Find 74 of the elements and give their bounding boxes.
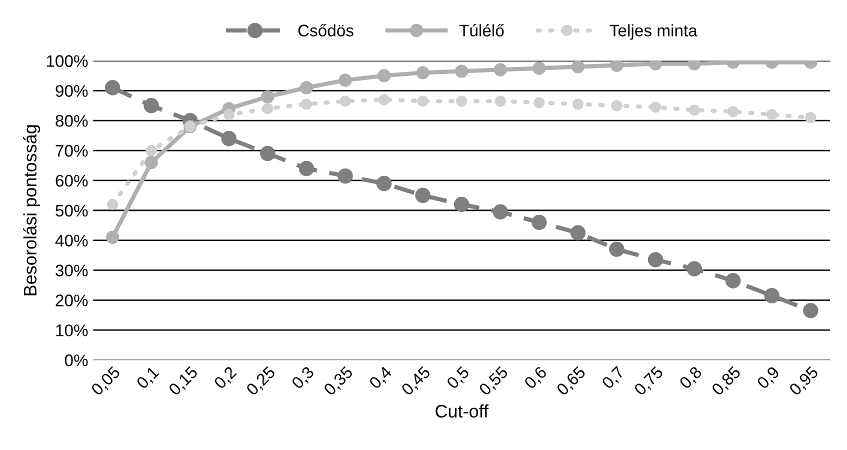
point (338, 74, 352, 87)
x-tick-label: 0,7 (601, 366, 626, 391)
x-axis-title: Cut-off (436, 404, 489, 418)
point (611, 100, 622, 112)
point (376, 176, 392, 192)
point (415, 188, 430, 204)
point (104, 80, 120, 96)
legend-label: Túlélő (459, 24, 504, 36)
point (572, 98, 584, 110)
y-tick-label: 60% (56, 174, 88, 187)
x-tick-label: 0,6 (524, 366, 549, 391)
point (455, 64, 468, 78)
x-tick-label: 0,8 (678, 366, 704, 391)
point (766, 109, 778, 120)
point (261, 90, 274, 104)
y-tick-label: 40% (55, 234, 88, 247)
point (609, 242, 624, 257)
point (107, 198, 118, 210)
point (686, 261, 702, 276)
point (764, 288, 780, 304)
point (534, 97, 545, 108)
point (803, 302, 818, 318)
y-tick-label: 100% (46, 55, 88, 67)
point (532, 62, 546, 75)
x-tick-label: 0,3 (290, 366, 316, 391)
point (416, 66, 430, 80)
y-tick-label: 90% (56, 85, 88, 97)
point (340, 96, 351, 107)
point (456, 96, 468, 107)
point (221, 130, 237, 146)
point (494, 63, 507, 76)
point (610, 60, 624, 72)
point (300, 81, 314, 94)
point (377, 69, 391, 82)
point (570, 225, 586, 240)
legend-label: Csődös (298, 24, 354, 36)
point (146, 144, 157, 156)
point (338, 168, 353, 184)
point (492, 204, 508, 220)
y-tick-label: 0% (64, 354, 88, 366)
y-tick-label: 10% (56, 324, 88, 336)
point (378, 94, 390, 106)
point (262, 103, 274, 114)
x-tick-label: 0,1 (136, 366, 161, 391)
y-tick-label: 70% (56, 144, 88, 157)
point (298, 160, 314, 176)
x-tick-label: 0,5 (446, 366, 472, 391)
y-tick-label: 20% (56, 294, 88, 306)
point (688, 104, 700, 116)
point (725, 273, 741, 288)
point (300, 98, 312, 110)
point (260, 146, 276, 162)
point (106, 230, 120, 244)
point (454, 196, 470, 212)
point (144, 156, 158, 170)
point (648, 252, 664, 268)
point (728, 106, 739, 118)
point (144, 98, 159, 114)
point (571, 60, 585, 74)
y-tick-label: 30% (56, 264, 88, 276)
point (805, 112, 816, 124)
point (650, 102, 662, 113)
x-tick-label: 0,9 (756, 366, 782, 391)
point (532, 214, 547, 230)
x-tick-label: 0,75 (633, 366, 666, 398)
point (417, 96, 428, 107)
x-tick-label: 0,4 (368, 366, 394, 391)
point (494, 96, 506, 107)
y-tick-label: 80% (56, 115, 88, 127)
x-tick-label: 0,2 (213, 366, 238, 391)
y-tick-label: 50% (56, 204, 88, 217)
legend-label: Teljes minta (610, 24, 698, 40)
point (223, 109, 234, 120)
y-axis-title: Besorolási pontosság (23, 125, 40, 296)
